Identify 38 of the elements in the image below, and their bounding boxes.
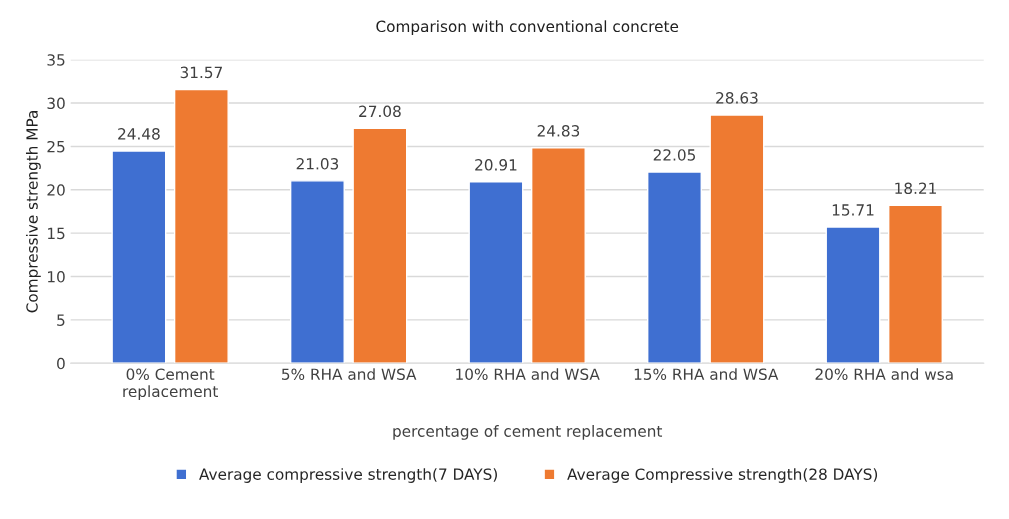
bar	[825, 226, 881, 364]
data-label: 22.05	[653, 149, 696, 161]
data-label: 28.63	[716, 92, 758, 104]
y-tick-label: 20	[47, 184, 65, 196]
y-tick-label: 35	[47, 54, 65, 66]
y-tick-label: 5	[57, 314, 65, 326]
bar	[530, 147, 586, 364]
bar	[352, 127, 408, 364]
x-tick-label: 10% RHA and WSA	[456, 368, 600, 380]
bar	[888, 204, 943, 364]
bar	[289, 180, 345, 364]
y-tick-label: 15	[48, 227, 65, 240]
chart-title: Comparison with conventional concrete	[376, 20, 679, 36]
y-axis-title: Compressive strength MPa	[25, 111, 41, 313]
y-tick-label: 30	[47, 97, 65, 110]
data-label: 27.08	[359, 105, 401, 118]
bar	[709, 114, 765, 364]
bar	[173, 88, 229, 364]
y-tick-label: 10	[48, 271, 65, 283]
data-label: 15.71	[832, 204, 874, 216]
bar	[111, 150, 167, 364]
legend-label: Average compressive strength(7 DAYS)	[199, 468, 497, 483]
bar	[647, 171, 702, 364]
x-tick-label: 5% RHA and WSA	[282, 368, 417, 380]
y-tick-label: 0	[57, 357, 65, 370]
x-tick-label: 15% RHA and WSA	[634, 368, 779, 380]
legend-label: Average Compressive strength(28 DAYS)	[567, 468, 878, 483]
y-tick-label: 25	[47, 140, 65, 153]
x-axis-title: percentage of cement replacement	[393, 425, 663, 440]
data-label: 24.48	[118, 128, 160, 140]
data-label: 31.57	[180, 66, 222, 79]
bar	[468, 181, 524, 364]
x-tick-label: 20% RHA and wsa	[815, 368, 953, 380]
data-label: 20.91	[475, 159, 517, 171]
data-label: 21.03	[296, 158, 339, 170]
x-tick-label: 0% Cement replacement	[123, 368, 218, 401]
data-label: 18.21	[895, 182, 936, 195]
data-label: 24.83	[537, 125, 580, 137]
